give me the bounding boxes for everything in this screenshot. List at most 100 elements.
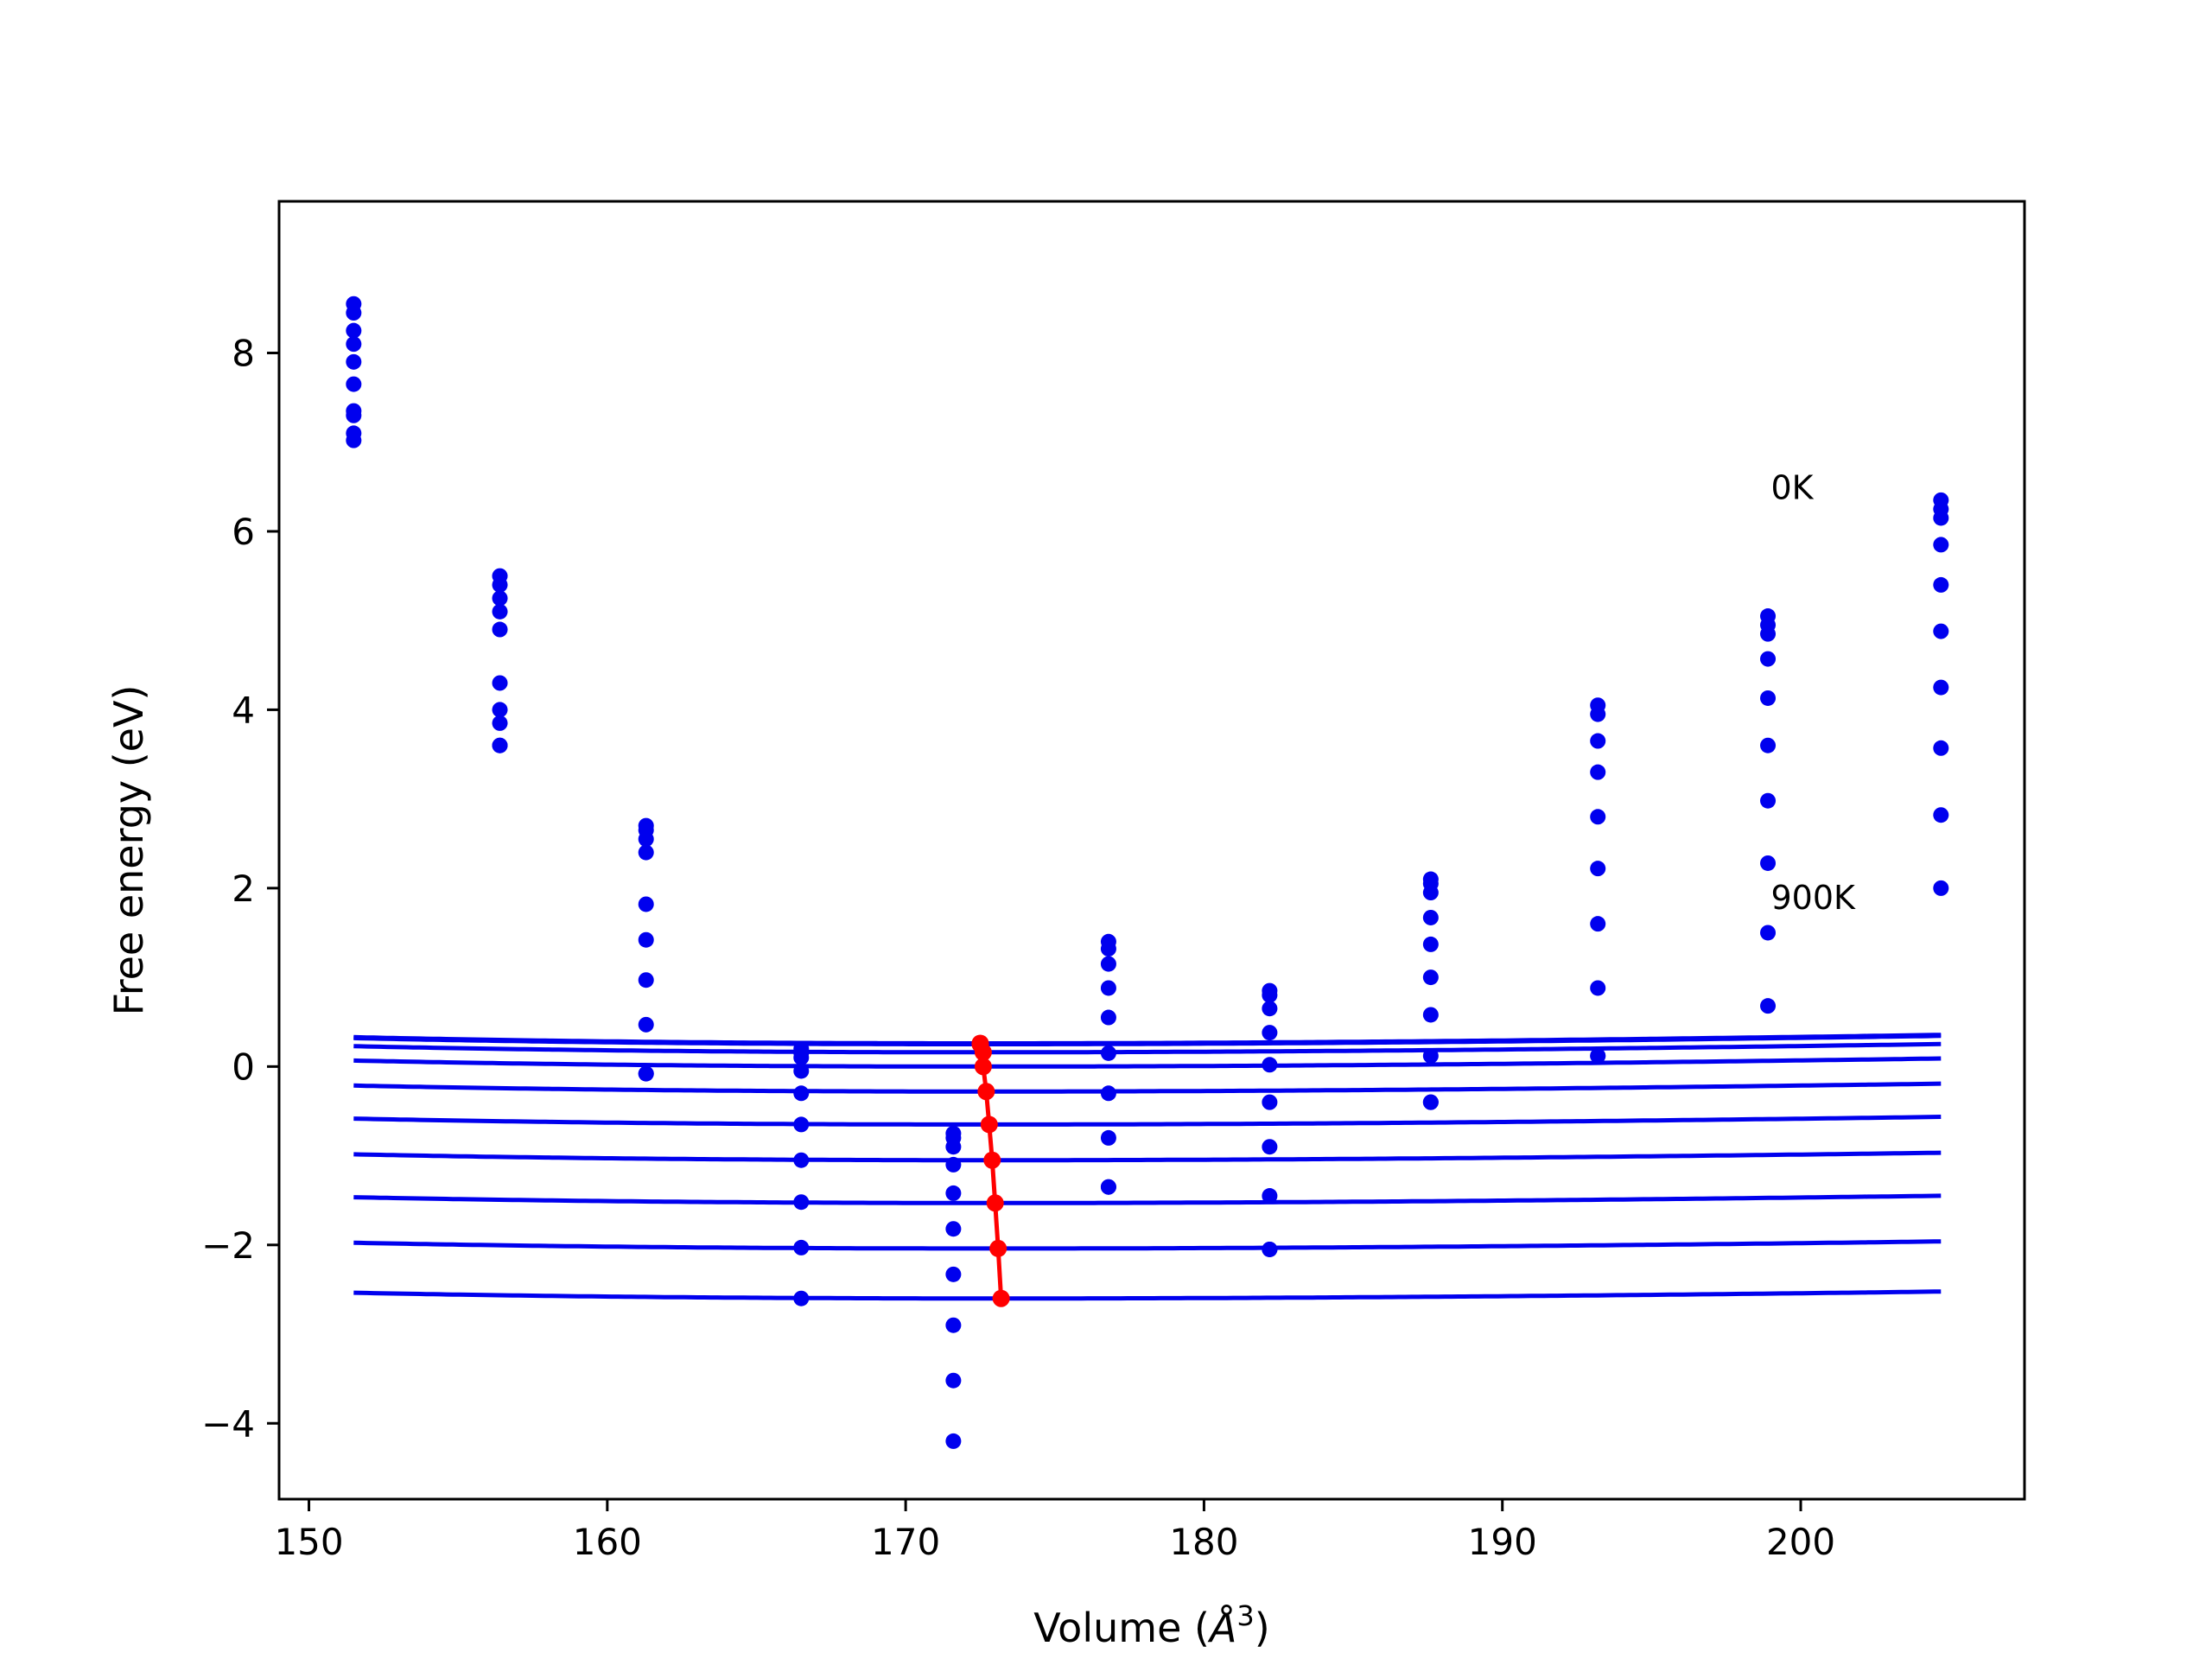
data-point-500k — [1262, 1094, 1278, 1110]
data-point-100k — [492, 576, 508, 593]
data-point-100k — [1590, 706, 1606, 722]
data-point-400k — [1100, 1009, 1116, 1026]
x-tick-label: 200 — [1766, 1521, 1835, 1563]
data-point-900k — [1590, 1047, 1606, 1064]
minimum-point — [980, 1116, 998, 1134]
data-point-600k — [945, 1266, 962, 1282]
fit-curve-200k — [353, 1041, 1942, 1055]
x-tick-label: 170 — [871, 1521, 940, 1563]
data-point-900k — [1422, 1094, 1439, 1110]
minimum-point — [986, 1194, 1004, 1212]
data-point-600k — [1760, 792, 1777, 809]
data-point-300k — [1422, 909, 1439, 925]
data-point-500k — [346, 376, 362, 392]
data-point-700k — [1100, 1129, 1116, 1146]
data-point-400k — [793, 1085, 810, 1102]
data-point-300k — [1100, 980, 1116, 996]
fit-curve-700k — [353, 1193, 1942, 1205]
data-point-800k — [945, 1372, 962, 1389]
y-axis-label: Free energy (eV) — [105, 685, 152, 1016]
data-point-200k — [1760, 626, 1777, 642]
annotation-0k: 0K — [1770, 468, 1814, 506]
data-point-700k — [1760, 855, 1777, 871]
annotation-900k: 900K — [1770, 879, 1856, 917]
data-point-400k — [492, 621, 508, 638]
y-tick-label: 8 — [232, 332, 255, 374]
data-point-200k — [492, 590, 508, 607]
minimum-point — [983, 1151, 1001, 1169]
fit-curve-900k — [353, 1289, 1942, 1301]
data-point-300k — [1262, 1025, 1278, 1041]
data-point-600k — [638, 972, 654, 988]
fit-curve-800k — [353, 1239, 1942, 1251]
data-point-300k — [638, 844, 654, 861]
data-point-400k — [1590, 809, 1606, 825]
data-point-300k — [346, 336, 362, 353]
data-point-600k — [793, 1152, 810, 1168]
data-point-800k — [1933, 807, 1949, 823]
data-point-200k — [346, 322, 362, 339]
data-point-600k — [1422, 1007, 1439, 1023]
data-point-300k — [793, 1063, 810, 1079]
data-point-900k — [793, 1290, 810, 1306]
axes-frame — [277, 200, 2026, 1501]
fit-curve-400k — [353, 1081, 1942, 1094]
data-point-300k — [1590, 764, 1606, 780]
x-tick-label: 180 — [1169, 1521, 1238, 1563]
data-point-700k — [1422, 1047, 1439, 1064]
data-point-600k — [1933, 679, 1949, 696]
data-point-900k — [945, 1433, 962, 1449]
data-point-500k — [638, 931, 654, 948]
data-point-600k — [492, 702, 508, 718]
data-point-900k — [492, 737, 508, 753]
data-point-700k — [1933, 740, 1949, 756]
data-point-800k — [793, 1239, 810, 1255]
minimum-point — [992, 1289, 1010, 1307]
data-point-700k — [638, 1016, 654, 1033]
minimum-point — [974, 1043, 992, 1061]
data-point-400k — [346, 353, 362, 370]
fit-curve-500k — [353, 1115, 1942, 1127]
data-point-800k — [1760, 925, 1777, 941]
data-point-200k — [1262, 1001, 1278, 1017]
data-point-300k — [492, 603, 508, 620]
minimum-point — [974, 1058, 992, 1076]
y-tick-label: −2 — [201, 1224, 255, 1267]
data-point-600k — [1262, 1139, 1278, 1155]
minimum-point — [977, 1083, 995, 1101]
data-point-400k — [638, 896, 654, 912]
data-point-500k — [793, 1116, 810, 1133]
data-point-900k — [1760, 998, 1777, 1014]
data-point-100k — [945, 1125, 962, 1141]
y-tick-label: 6 — [232, 511, 255, 553]
data-point-500k — [1933, 623, 1949, 639]
data-point-400k — [1422, 936, 1439, 952]
data-point-700k — [945, 1317, 962, 1333]
data-point-200k — [793, 1050, 810, 1066]
x-axis-label: Volume (Å3) — [1033, 1599, 1269, 1651]
data-point-600k — [1100, 1085, 1116, 1102]
data-point-400k — [945, 1185, 962, 1201]
x-tick-label: 190 — [1468, 1521, 1537, 1563]
minimum-point — [989, 1239, 1007, 1257]
data-point-100k — [346, 305, 362, 321]
x-tick-label: 160 — [573, 1521, 642, 1563]
data-point-300k — [1760, 651, 1777, 667]
data-point-500k — [945, 1221, 962, 1237]
fit-curve-100k — [353, 1033, 1942, 1046]
data-point-700k — [1262, 1188, 1278, 1205]
data-point-700k — [793, 1194, 810, 1211]
fit-curve-600k — [353, 1150, 1942, 1163]
data-point-400k — [1262, 1057, 1278, 1073]
data-point-800k — [346, 432, 362, 448]
fit-curve-300k — [353, 1056, 1942, 1069]
data-point-900k — [346, 407, 362, 423]
data-point-900k — [1933, 880, 1949, 896]
data-point-200k — [945, 1139, 962, 1155]
data-point-700k — [492, 715, 508, 731]
data-point-900k — [638, 1065, 654, 1082]
data-point-100k — [1262, 987, 1278, 1003]
plot-area — [346, 296, 1949, 1449]
